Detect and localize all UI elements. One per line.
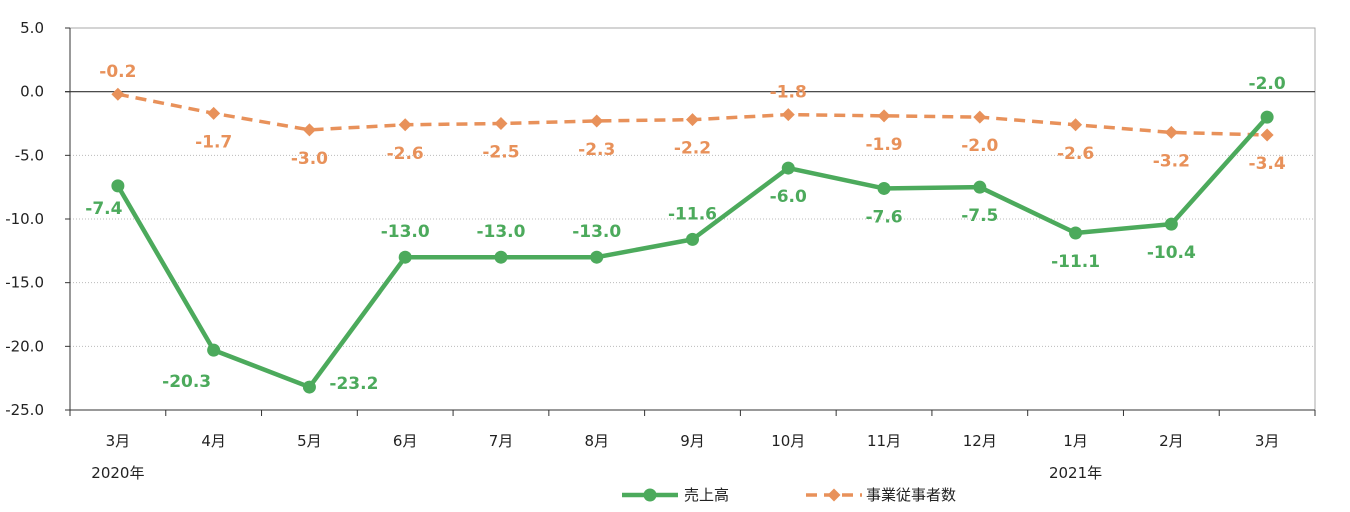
series-point [877, 109, 891, 123]
legend: 売上高 事業従事者数 [622, 486, 956, 504]
x-tick-label: 11月 [867, 432, 901, 450]
y-tick-label: 5.0 [20, 19, 44, 37]
data-label: -13.0 [476, 222, 525, 242]
x-tick-label: 5月 [297, 432, 322, 450]
data-label: -2.0 [961, 136, 998, 156]
data-label: -2.6 [387, 144, 424, 164]
data-label: -2.0 [1249, 74, 1286, 94]
data-label: -3.0 [291, 149, 328, 169]
series-point [590, 250, 604, 264]
series-point [1164, 125, 1178, 139]
data-label: -2.3 [578, 140, 615, 160]
x-tick-label: 3月 [106, 432, 131, 450]
series-point [207, 343, 221, 357]
x-tick-label: 8月 [584, 432, 609, 450]
data-label: -1.9 [865, 135, 902, 155]
series-point [398, 118, 412, 132]
series-point [1164, 217, 1178, 231]
data-label: -7.4 [85, 199, 122, 219]
series-point [302, 123, 316, 137]
series-point [398, 250, 412, 264]
legend-label: 売上高 [684, 486, 729, 504]
series-point [686, 113, 699, 127]
series-point [111, 87, 125, 101]
data-labels: -7.4 -20.3 -23.2 -13.0 -13.0 -13.0 -11.6 -6.0 -7… [85, 62, 1286, 394]
series-point [781, 161, 795, 175]
data-label: -2.2 [674, 139, 711, 159]
data-label: -0.2 [99, 62, 136, 82]
data-label: -10.4 [1147, 243, 1196, 263]
legend-label: 事業従事者数 [866, 486, 956, 504]
data-label: -1.8 [770, 83, 807, 103]
year-label: 2021年 [1049, 464, 1102, 482]
x-tick-label: 3月 [1255, 432, 1280, 450]
data-label: -13.0 [381, 222, 430, 242]
data-label: -3.4 [1249, 154, 1286, 174]
data-label: -13.0 [572, 222, 621, 242]
series-point [877, 181, 891, 195]
data-label: -2.6 [1057, 144, 1094, 164]
series-point [494, 117, 508, 130]
data-label: -7.5 [961, 206, 998, 226]
data-label: -20.3 [162, 372, 211, 392]
series-point [494, 250, 508, 264]
series-point [207, 106, 221, 120]
y-tick-label: -5.0 [15, 146, 44, 164]
y-tick-label: -15.0 [5, 274, 44, 292]
data-label: -6.0 [770, 187, 807, 207]
y-axis-ticks: 5.0 0.0 -5.0 -10.0 -15.0 -20.0 -25.0 [5, 19, 70, 419]
series-point [973, 110, 987, 124]
x-tick-label: 2月 [1159, 432, 1184, 450]
data-label: -11.6 [668, 204, 717, 224]
x-tick-label: 12月 [963, 432, 997, 450]
x-tick-label: 6月 [393, 432, 418, 450]
series-point [1069, 118, 1083, 132]
series-point [302, 380, 316, 394]
data-label: -1.7 [195, 132, 232, 152]
series-point [111, 179, 125, 193]
year-label: 2020年 [91, 464, 144, 482]
series-group [111, 87, 1274, 394]
series-point [590, 114, 604, 128]
y-tick-label: 0.0 [20, 83, 44, 101]
y-tick-label: -10.0 [5, 210, 44, 228]
series-point [1069, 226, 1083, 240]
data-label: -23.2 [329, 374, 378, 394]
series-point [781, 108, 795, 122]
x-tick-label: 9月 [680, 432, 705, 450]
grid-lines [70, 154, 1315, 347]
x-tick-label: 1月 [1063, 432, 1088, 450]
x-tick-label: 4月 [201, 432, 226, 450]
x-axis-ticks: 3月 4月 5月 6月 7月 8月 9月 10月 11月 12月 1月 2月 3月 2020年 2021年 [69, 410, 1316, 482]
y-tick-label: -20.0 [5, 337, 44, 355]
data-label: -2.5 [482, 143, 519, 163]
legend-swatch-marker [643, 488, 657, 502]
series-point [973, 180, 987, 194]
data-label: -3.2 [1153, 151, 1190, 171]
series-point [686, 232, 699, 246]
legend-swatch-marker [827, 488, 841, 502]
series-point [1260, 110, 1274, 124]
data-label: -7.6 [865, 207, 902, 227]
series-point [1260, 128, 1274, 142]
x-tick-label: 7月 [489, 432, 514, 450]
data-label: -11.1 [1051, 252, 1100, 272]
y-tick-label: -25.0 [5, 401, 44, 419]
x-tick-label: 10月 [771, 432, 805, 450]
